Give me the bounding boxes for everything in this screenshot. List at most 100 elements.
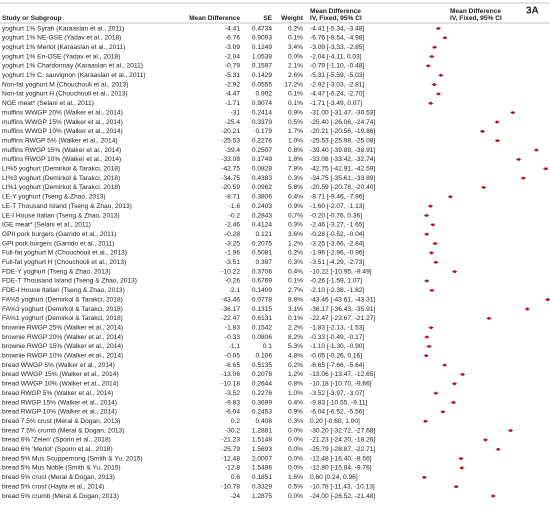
standard-error: 0.5135 (252, 362, 273, 369)
weight: 0.8% (288, 147, 303, 154)
standard-error: 0.9074 (252, 100, 273, 107)
weight: 1.8% (288, 156, 303, 163)
confidence-interval: -42.75 [-42.91, -42.59] (310, 166, 375, 173)
study-name: LE-T Thousand Island (Tseng & Zhao, 2013… (2, 203, 132, 210)
study-name: bread WWGP 5% (Walker et al., 2014) (2, 362, 115, 369)
standard-error: 0.0828 (252, 166, 273, 173)
study-name: bread RWGP 10% (Walker et al., 2014) (2, 409, 117, 416)
standard-error: 1.0538 (252, 53, 273, 60)
standard-error: 2.0007 (252, 455, 273, 462)
mean-difference: -4.47 (225, 91, 240, 98)
weight: 0.0% (288, 427, 303, 434)
standard-error: 0.6769 (252, 278, 273, 285)
study-name: yoghurt 1% Chardonnay (Karaaslan et al.,… (2, 63, 143, 70)
confidence-interval: -6.76 [-8.54, -4.98] (310, 35, 364, 42)
confidence-interval: -21.23 [-24.20, -18.26] (310, 437, 375, 444)
mean-difference: -10.78 (221, 483, 240, 490)
confidence-interval: 0.20 [-0.60, 1.00] (310, 418, 360, 425)
weight: 0.0% (288, 437, 303, 444)
standard-error: 0.2453 (252, 409, 273, 416)
weight: 0.2% (288, 362, 303, 369)
mean-difference: -43.46 (221, 296, 240, 303)
mean-difference: -39.4 (225, 147, 240, 154)
effect-marker (454, 485, 458, 488)
standard-error: 0.1542 (252, 324, 273, 331)
confidence-interval: -3.25 [-3.66, -2.84] (310, 240, 364, 247)
effect-marker (546, 298, 549, 301)
effect-marker (431, 223, 435, 227)
mean-difference: -3.51 (225, 259, 240, 266)
standard-error: 1.5693 (252, 446, 273, 453)
effect-marker (443, 36, 447, 40)
study-name: brownie RWGP 10% (Walker et al., 2014) (2, 353, 123, 360)
weight: 17.2% (284, 81, 303, 88)
mean-difference: -25.53 (221, 137, 240, 144)
mean-difference: -10.22 (221, 268, 240, 275)
effect-marker (423, 476, 426, 479)
mean-difference: -20.21 (221, 128, 240, 135)
effect-marker (511, 111, 515, 114)
standard-error: 1.2875 (252, 493, 273, 500)
mean-difference: -36.17 (221, 306, 240, 313)
standard-error: 0.179 (255, 128, 272, 135)
effect-marker (425, 232, 429, 236)
standard-error: 1.5148 (252, 437, 273, 444)
mean-difference: -0.28 (225, 231, 240, 238)
study-name: IGE meat* (Selani et al., 2011) (2, 222, 91, 229)
study-name: Full-fat yoghurt M (Chouchouli et al., 2… (2, 250, 127, 257)
mean-difference: -20.59 (221, 184, 240, 191)
mean-difference: -25.79 (221, 446, 240, 453)
mean-difference: -12.48 (221, 455, 240, 462)
confidence-interval: -2.04 [-4.11, 0.03] (310, 53, 362, 60)
mean-difference: -1.96 (225, 250, 240, 257)
weight: 0.0% (288, 53, 303, 60)
weight: 0.3% (288, 259, 303, 266)
weight: 0.5% (288, 483, 303, 490)
effect-marker (484, 438, 487, 442)
weight: 1.6% (288, 474, 303, 481)
header-plot-sub: IV, Fixed, 95% CI (450, 15, 502, 22)
mean-difference: -33.08 (221, 156, 240, 163)
confidence-interval: -3.51 [-4.29, -2.73] (310, 259, 364, 266)
confidence-interval: -10.78 [-11.43, -10.13] (310, 483, 375, 490)
study-name: yoghurt 1% Merlot (Karaaslan et al., 201… (2, 44, 125, 51)
study-name: yoghurt 1% En-OSE (Yadav et al., 2018) (2, 53, 120, 60)
effect-marker (452, 401, 455, 404)
weight: 3.4% (288, 44, 303, 51)
standard-error: 0.1851 (252, 474, 273, 481)
standard-error: 0.2843 (252, 212, 273, 219)
standard-error: 0.0555 (252, 81, 273, 88)
mean-difference: -31 (230, 109, 240, 116)
weight: 1.2% (288, 371, 303, 378)
mean-difference: -42.75 (221, 166, 240, 173)
weight: 4.8% (288, 353, 303, 360)
study-name: bread RWGP 5% (Walker et al., 2014) (2, 390, 113, 397)
confidence-interval: -0.79 [-1.10, -0.48] (310, 63, 364, 70)
study-name: NGE meat* (Selani et al., 2011) (2, 100, 94, 107)
study-name: FDE-T Thousand Island (Tseng & Zhao, 201… (2, 278, 137, 285)
mean-difference: -0.05 (225, 353, 240, 360)
mean-difference: 0.6 (231, 474, 240, 481)
mean-difference: -8.71 (225, 194, 240, 201)
mean-difference: -10.18 (221, 381, 240, 388)
confidence-interval: -25.40 [-26.06, -24.74] (310, 119, 375, 126)
study-name: FA%5 yoghurt (Demirkol & Tarakci, 2018) (2, 296, 123, 303)
confidence-interval: -31.00 [-31.47, -30.53] (310, 109, 375, 116)
weight: 0.3% (288, 222, 303, 229)
study-name: FDE-I House Italian (Tseng & Zhao, 2013) (2, 287, 125, 294)
standard-error: 0.2644 (252, 381, 273, 388)
mean-difference: -30.2 (225, 427, 240, 434)
standard-error: 0.2276 (252, 137, 273, 144)
confidence-interval: -0.33 [-0.49, -0.17] (310, 334, 364, 341)
standard-error: 0.3379 (252, 119, 273, 126)
effect-marker (433, 242, 437, 245)
weight: 2.7% (288, 287, 303, 294)
standard-error: 1.2881 (252, 427, 273, 434)
standard-error: 1.5496 (252, 465, 273, 472)
weight: 0.4% (288, 399, 303, 406)
confidence-interval: 0.60 [0.24, 0.96] (310, 474, 358, 481)
confidence-interval: -6.65 [-7.66, -5.64] (310, 362, 364, 369)
header-plot-title: Mean Difference (450, 8, 501, 15)
standard-error: 0.2414 (252, 109, 273, 116)
